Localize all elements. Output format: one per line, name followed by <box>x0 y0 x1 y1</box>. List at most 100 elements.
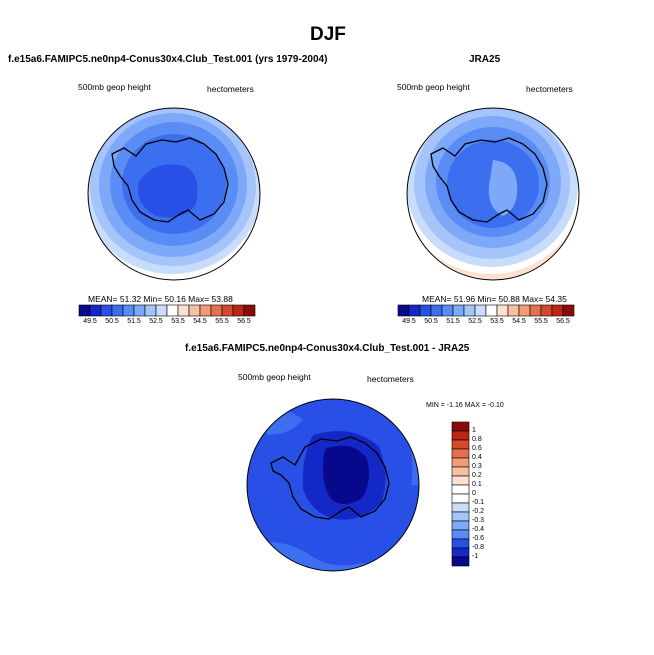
panel2-colorbar-labels: 49.5 50.5 51.5 52.5 53.5 54.5 55.5 56.5 <box>398 318 574 328</box>
colorbar-swatch <box>496 304 509 317</box>
panel3-colorbar-tick: 1 <box>472 427 476 434</box>
colorbar-swatch <box>451 511 470 522</box>
colorbar-swatch <box>452 304 465 317</box>
colorbar-swatch <box>529 304 542 317</box>
panel3-colorbar-tick: -0.6 <box>472 535 485 542</box>
panel3-coastline <box>270 436 390 520</box>
colorbar-swatch <box>507 304 520 317</box>
colorbar-swatch <box>133 304 146 317</box>
panel3-units-label: hectometers <box>367 374 414 384</box>
panel1-colorbar-tick: 55.5 <box>215 318 229 325</box>
panel1-colorbar-tick: 51.5 <box>127 318 141 325</box>
colorbar-swatch <box>551 304 564 317</box>
panel2-colorbar-tick: 49.5 <box>402 318 416 325</box>
colorbar-swatch <box>540 304 553 317</box>
panel2-colorbar-tick: 54.5 <box>512 318 526 325</box>
panel2-colorbar-tick: 56.5 <box>556 318 570 325</box>
colorbar-swatch <box>451 484 470 495</box>
colorbar-swatch <box>474 304 487 317</box>
panel3-colorbar-tick: -0.4 <box>472 526 485 533</box>
panel2-polar-map <box>406 107 580 281</box>
colorbar-swatch <box>166 304 179 317</box>
panel1-colorbar-tick: 50.5 <box>105 318 119 325</box>
panel1-coastline <box>111 137 229 223</box>
colorbar-swatch <box>397 304 410 317</box>
colorbar-swatch <box>408 304 421 317</box>
colorbar-swatch <box>562 304 575 317</box>
panel3-polar-map <box>246 398 420 572</box>
panel3-colorbar-tick: -0.8 <box>472 544 485 551</box>
panel3-colorbar-tick: 0.4 <box>472 454 482 461</box>
panel3-stats: MIN = -1.16 MAX = -0.10 <box>426 402 504 409</box>
panel3-title: f.e15a6.FAMIPC5.ne0np4-Conus30x4.Club_Te… <box>185 343 470 354</box>
panel3-colorbar-tick: 0.8 <box>472 436 482 443</box>
colorbar-swatch <box>451 547 470 558</box>
panel1-colorbar-tick: 54.5 <box>193 318 207 325</box>
panel2-coastline <box>430 137 548 223</box>
panel3-colorbar-labels: 1 0.8 0.6 0.4 0.3 0.2 0.1 0 -0.1 -0.2 -0… <box>472 422 502 566</box>
colorbar-swatch <box>122 304 135 317</box>
colorbar-swatch <box>155 304 168 317</box>
colorbar-swatch <box>451 421 470 432</box>
colorbar-swatch <box>111 304 124 317</box>
panel1-polar-map <box>87 107 261 281</box>
panel1-colorbar-tick: 49.5 <box>83 318 97 325</box>
panel1-stats: MEAN= 51.32 Min= 50.16 Max= 53.88 <box>88 294 233 304</box>
panel3-colorbar-tick: 0.6 <box>472 445 482 452</box>
colorbar-swatch <box>518 304 531 317</box>
figure-title: DJF <box>310 24 346 45</box>
colorbar-swatch <box>451 457 470 468</box>
panel3-colorbar-tick: -1 <box>472 553 479 560</box>
panel3-colorbar-tick: -0.3 <box>472 517 485 524</box>
panel1-colorbar-tick: 53.5 <box>171 318 185 325</box>
panel1-variable-label: 500mb geop height <box>78 82 151 92</box>
panel1-colorbar-labels: 49.5 50.5 51.5 52.5 53.5 54.5 55.5 56.5 <box>79 318 255 328</box>
panel2-colorbar-tick: 50.5 <box>424 318 438 325</box>
panel2-colorbar-tick: 51.5 <box>446 318 460 325</box>
panel3-colorbar-tick: 0.1 <box>472 481 482 488</box>
colorbar-swatch <box>451 556 470 567</box>
colorbar-swatch <box>451 493 470 504</box>
colorbar-swatch <box>78 304 91 317</box>
colorbar-swatch <box>451 466 470 477</box>
panel1-colorbar <box>78 304 256 317</box>
colorbar-swatch <box>100 304 113 317</box>
panel1-colorbar-tick: 52.5 <box>149 318 163 325</box>
panel2-units-label: hectometers <box>526 84 573 94</box>
colorbar-swatch <box>451 475 470 486</box>
panel2-variable-label: 500mb geop height <box>397 82 470 92</box>
colorbar-swatch <box>463 304 476 317</box>
panel3-colorbar <box>451 421 470 567</box>
colorbar-swatch <box>441 304 454 317</box>
colorbar-swatch <box>451 430 470 441</box>
panel3-colorbar-tick: -0.2 <box>472 508 485 515</box>
colorbar-swatch <box>188 304 201 317</box>
panel2-colorbar-tick: 55.5 <box>534 318 548 325</box>
colorbar-swatch <box>451 520 470 531</box>
colorbar-swatch <box>243 304 256 317</box>
colorbar-swatch <box>451 502 470 513</box>
colorbar-swatch <box>221 304 234 317</box>
panel2-colorbar-tick: 52.5 <box>468 318 482 325</box>
panel2-title: JRA25 <box>469 54 501 65</box>
colorbar-swatch <box>451 448 470 459</box>
panel1-units-label: hectometers <box>207 84 254 94</box>
colorbar-swatch <box>451 538 470 549</box>
colorbar-swatch <box>232 304 245 317</box>
panel3-colorbar-tick: 0 <box>472 490 476 497</box>
panel1-title: f.e15a6.FAMIPC5.ne0np4-Conus30x4.Club_Te… <box>8 54 328 65</box>
colorbar-swatch <box>451 439 470 450</box>
colorbar-swatch <box>451 529 470 540</box>
panel3-colorbar-tick: -0.1 <box>472 499 485 506</box>
colorbar-swatch <box>430 304 443 317</box>
panel1-colorbar-tick: 56.5 <box>237 318 251 325</box>
panel2-colorbar-tick: 53.5 <box>490 318 504 325</box>
colorbar-swatch <box>199 304 212 317</box>
colorbar-swatch <box>485 304 498 317</box>
colorbar-swatch <box>210 304 223 317</box>
panel2-colorbar <box>397 304 575 317</box>
colorbar-swatch <box>419 304 432 317</box>
panel3-colorbar-tick: 0.2 <box>472 472 482 479</box>
colorbar-swatch <box>89 304 102 317</box>
panel2-stats: MEAN= 51.96 Min= 50.88 Max= 54.35 <box>422 294 567 304</box>
